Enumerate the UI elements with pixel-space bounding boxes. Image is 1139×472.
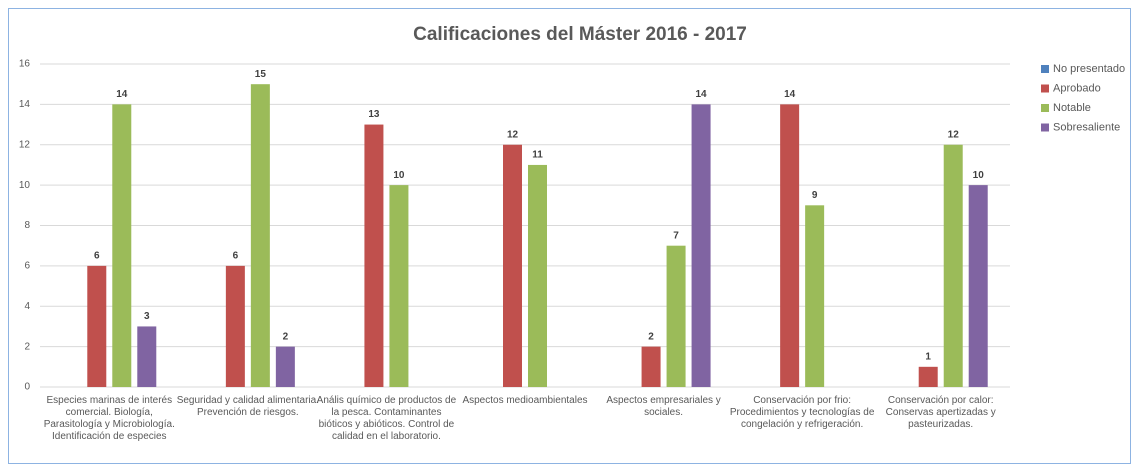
chart-frame <box>8 8 1131 464</box>
bar <box>968 185 988 387</box>
data-label: 6 <box>94 251 100 262</box>
data-label: 12 <box>948 129 960 140</box>
bar <box>389 185 409 387</box>
bar <box>691 104 711 387</box>
y-tick-label: 10 <box>19 180 31 191</box>
data-label: 14 <box>696 89 708 100</box>
data-label: 11 <box>532 150 543 161</box>
x-tick-label: Aspectos medioambientales <box>462 395 588 406</box>
y-tick-label: 2 <box>24 341 30 352</box>
x-tick-label: Conservación por calor: Conservas aperti… <box>885 395 996 430</box>
data-label: 15 <box>255 69 267 80</box>
bar <box>780 104 800 387</box>
bar <box>364 124 384 387</box>
y-tick-label: 6 <box>24 261 30 272</box>
bar <box>918 366 938 387</box>
data-label: 10 <box>973 170 985 181</box>
legend-label: Notable <box>1053 102 1091 114</box>
data-label: 10 <box>393 170 405 181</box>
data-label: 2 <box>648 331 654 342</box>
legend-swatch <box>1041 65 1049 73</box>
y-tick-label: 14 <box>19 99 31 110</box>
data-label: 2 <box>283 331 289 342</box>
x-tick-label: Aspectos empresariales y sociales. <box>606 395 721 418</box>
bar <box>87 265 107 387</box>
bar <box>666 245 686 387</box>
legend-label: Aprobado <box>1053 82 1101 94</box>
legend-label: No presentado <box>1053 63 1125 75</box>
data-label: 13 <box>368 109 380 120</box>
bar <box>250 84 270 387</box>
y-tick-label: 12 <box>19 139 31 150</box>
legend-label: Sobresaliente <box>1053 121 1120 133</box>
y-tick-label: 8 <box>24 220 30 231</box>
bar <box>112 104 132 387</box>
data-label: 3 <box>144 311 150 322</box>
data-label: 6 <box>233 251 239 262</box>
x-tick-label: Conservación por frio: Procedimientos y … <box>729 395 875 430</box>
data-label: 9 <box>812 190 818 201</box>
data-label: 1 <box>925 351 931 362</box>
y-tick-label: 16 <box>19 59 31 70</box>
bar <box>275 346 295 387</box>
bar <box>503 144 522 387</box>
x-tick-label: Anális químico de productos de la pesca.… <box>316 395 457 442</box>
bar <box>225 265 245 387</box>
data-label: 14 <box>116 89 128 100</box>
y-tick-label: 4 <box>24 301 30 312</box>
legend-swatch <box>1041 123 1049 132</box>
bar <box>943 144 963 387</box>
legend-swatch <box>1041 84 1049 93</box>
legend-swatch <box>1041 104 1049 112</box>
x-tick-label: Seguridad y calidad alimentaria. Prevenc… <box>176 395 319 418</box>
data-label: 7 <box>673 230 679 241</box>
bar <box>137 326 157 387</box>
chart-title: Calificaciones del Máster 2016 - 2017 <box>413 24 747 45</box>
data-label: 14 <box>784 89 796 100</box>
bar <box>528 164 547 387</box>
bar <box>641 346 661 387</box>
x-tick-label: Especies marinas de interés comercial. B… <box>43 395 175 442</box>
data-label: 12 <box>507 129 519 140</box>
bar <box>805 205 825 387</box>
y-tick-label: 0 <box>24 382 30 393</box>
